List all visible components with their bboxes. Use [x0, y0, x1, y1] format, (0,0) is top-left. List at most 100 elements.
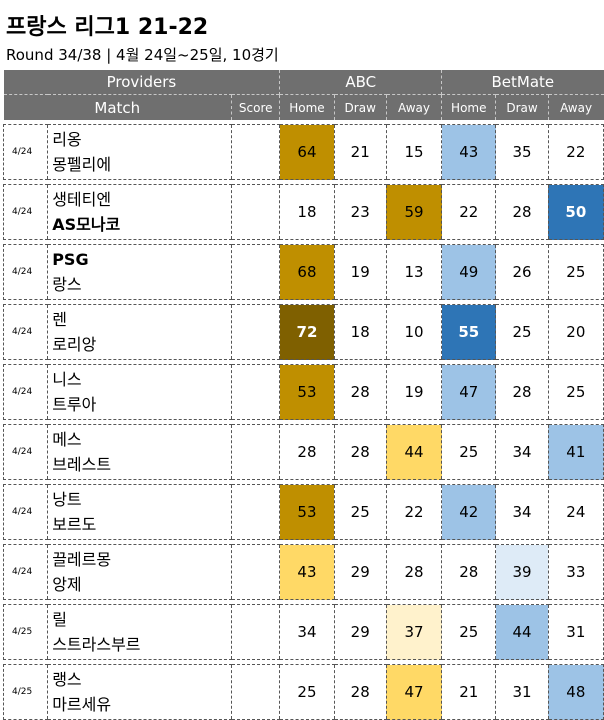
- abc-draw-odds: 21: [333, 124, 387, 180]
- betmate-draw-odds: 28: [495, 364, 549, 420]
- abc-away-header: Away: [385, 94, 442, 120]
- betmate-draw-header: Draw: [495, 94, 549, 120]
- abc-draw-odds: 29: [333, 604, 387, 660]
- abc-home-odds: 72: [279, 304, 335, 360]
- betmate-home-odds: 43: [441, 124, 496, 180]
- abc-home-odds: 68: [279, 244, 335, 300]
- match-row: 4/24 렌 로리앙 72 18 10 55 25 20: [2, 304, 604, 360]
- betmate-away-odds: 24: [547, 484, 604, 540]
- betmate-draw-odds: 44: [495, 604, 549, 660]
- match-row: 4/24 리옹 몽펠리에 64 21 15 43 35 22: [2, 124, 604, 180]
- match-date: 4/25: [2, 604, 48, 660]
- away-team: 로리앙: [52, 335, 97, 354]
- odds-table: Providers ABC BetMate Match Score Home D…: [2, 70, 604, 720]
- home-team: 생테티엔: [52, 190, 112, 209]
- betmate-away-odds: 33: [547, 544, 604, 600]
- abc-home-odds: 34: [279, 604, 335, 660]
- page-subtitle: Round 34/38 | 4월 24일~25일, 10경기: [6, 46, 279, 64]
- betmate-away-odds: 31: [547, 604, 604, 660]
- page-title: 프랑스 리그1 21-22: [6, 15, 209, 40]
- betmate-away-odds: 41: [547, 424, 604, 480]
- home-team: 낭트: [52, 490, 82, 509]
- abc-draw-odds: 28: [333, 664, 387, 720]
- score-cell: [231, 304, 280, 360]
- match-row: 4/25 릴 스트라스부르 34 29 37 25 44 31: [2, 604, 604, 660]
- abc-draw-odds: 23: [333, 184, 387, 240]
- providers-header: Providers: [3, 70, 280, 95]
- betmate-draw-odds: 25: [495, 304, 549, 360]
- abc-away-odds: 19: [385, 364, 442, 420]
- score-cell: [231, 364, 280, 420]
- betmate-home-odds: 25: [441, 604, 496, 660]
- betmate-home-odds: 21: [441, 664, 496, 720]
- home-team: 끌레르몽: [52, 550, 112, 569]
- abc-home-odds: 18: [279, 184, 335, 240]
- match-teams: 릴 스트라스부르: [47, 604, 232, 660]
- abc-home-odds: 53: [279, 364, 335, 420]
- away-team: 몽펠리에: [52, 155, 112, 174]
- betmate-away-odds: 22: [547, 124, 604, 180]
- abc-away-odds: 59: [385, 184, 442, 240]
- betmate-draw-odds: 26: [495, 244, 549, 300]
- abc-draw-odds: 19: [333, 244, 387, 300]
- match-teams: 렌 로리앙: [47, 304, 232, 360]
- match-row: 4/24 니스 트루아 53 28 19 47 28 25: [2, 364, 604, 420]
- away-team: 트루아: [52, 395, 97, 414]
- match-date: 4/24: [2, 424, 48, 480]
- abc-draw-odds: 28: [333, 364, 387, 420]
- match-row: 4/24 PSG 랑스 68 19 13 49 26 25: [2, 244, 604, 300]
- away-team: 브레스트: [52, 455, 112, 474]
- betmate-away-odds: 25: [547, 364, 604, 420]
- match-row: 4/24 메스 브레스트 28 28 44 25 34 41: [2, 424, 604, 480]
- match-date: 4/25: [2, 664, 48, 720]
- match-header: Match: [3, 94, 232, 120]
- score-cell: [231, 124, 280, 180]
- away-team: 보르도: [52, 515, 97, 534]
- betmate-away-odds: 48: [547, 664, 604, 720]
- abc-home-header: Home: [279, 94, 335, 120]
- abc-away-odds: 10: [385, 304, 442, 360]
- betmate-home-odds: 55: [441, 304, 496, 360]
- home-team: 메스: [52, 430, 82, 449]
- match-row: 4/24 끌레르몽 앙제 43 29 28 28 39 33: [2, 544, 604, 600]
- abc-away-odds: 22: [385, 484, 442, 540]
- match-date: 4/24: [2, 244, 48, 300]
- match-date: 4/24: [2, 184, 48, 240]
- match-teams: 랭스 마르세유: [47, 664, 232, 720]
- abc-home-odds: 25: [279, 664, 335, 720]
- betmate-draw-odds: 34: [495, 484, 549, 540]
- match-teams: 니스 트루아: [47, 364, 232, 420]
- match-date: 4/24: [2, 124, 48, 180]
- betmate-away-odds: 25: [547, 244, 604, 300]
- score-cell: [231, 244, 280, 300]
- abc-home-odds: 64: [279, 124, 335, 180]
- abc-away-odds: 28: [385, 544, 442, 600]
- away-team: 랑스: [52, 275, 82, 294]
- abc-draw-odds: 18: [333, 304, 387, 360]
- betmate-draw-odds: 35: [495, 124, 549, 180]
- betmate-away-header: Away: [547, 94, 604, 120]
- provider-betmate-header: BetMate: [441, 70, 604, 95]
- match-row: 4/24 낭트 보르도 53 25 22 42 34 24: [2, 484, 604, 540]
- abc-home-odds: 53: [279, 484, 335, 540]
- score-cell: [231, 544, 280, 600]
- away-team: 앙제: [52, 575, 82, 594]
- abc-away-odds: 47: [385, 664, 442, 720]
- provider-abc-header: ABC: [279, 70, 442, 95]
- away-team: AS모나코: [52, 215, 121, 234]
- score-cell: [231, 664, 280, 720]
- betmate-draw-odds: 34: [495, 424, 549, 480]
- abc-away-odds: 37: [385, 604, 442, 660]
- home-team: PSG: [52, 250, 89, 269]
- match-date: 4/24: [2, 364, 48, 420]
- betmate-home-odds: 22: [441, 184, 496, 240]
- abc-draw-header: Draw: [333, 94, 387, 120]
- betmate-away-odds: 50: [547, 184, 604, 240]
- header-row-providers: Providers ABC BetMate: [3, 70, 604, 95]
- score-cell: [231, 184, 280, 240]
- betmate-draw-odds: 39: [495, 544, 549, 600]
- home-team: 랭스: [52, 670, 82, 689]
